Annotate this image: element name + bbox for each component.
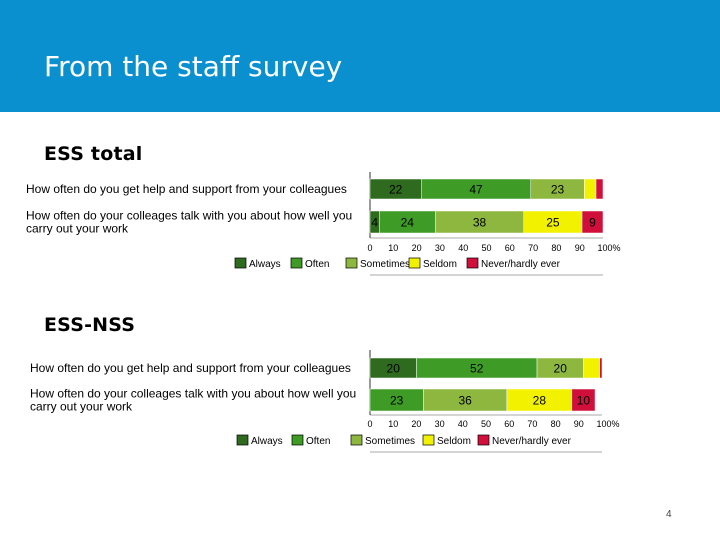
legend-label-never-hardly-ever: Never/hardly ever [492, 436, 572, 447]
x-tick-label: 50 [481, 419, 491, 429]
data-label: 10 [577, 394, 591, 408]
chart-title-ess-total: ESS total [44, 143, 143, 165]
data-label: 28 [533, 394, 547, 408]
x-tick-label: 70 [528, 243, 538, 253]
legend-label-always: Always [249, 259, 281, 270]
x-tick-label: 10 [388, 243, 398, 253]
x-tick-label: 10 [388, 419, 398, 429]
data-label: 23 [390, 394, 404, 408]
legend-label-seldom: Seldom [423, 259, 457, 270]
bar-segment-seldom [583, 357, 600, 379]
legend-swatch-often [291, 434, 304, 446]
legend-swatch-always [236, 434, 249, 446]
x-tick-label: 50 [481, 243, 491, 253]
category-label: How often do you get help and support fr… [30, 361, 351, 375]
category-label: How often do your colleages talk with yo… [26, 209, 352, 223]
legend-swatch-always [234, 257, 247, 269]
bar-segment-never-hardly-ever [595, 178, 604, 200]
data-label: 20 [554, 362, 568, 376]
data-label: 36 [458, 394, 472, 408]
data-label: 20 [387, 362, 401, 376]
data-label: 23 [551, 183, 565, 197]
data-label: 47 [469, 183, 483, 197]
page-number: 4 [666, 509, 672, 520]
data-label: 9 [589, 216, 596, 230]
legend-swatch-seldom [408, 257, 421, 269]
legend-swatch-sometimes [350, 434, 363, 446]
legend-label-often: Often [306, 436, 330, 447]
stacked-bar-chart-ess-total: How often do you get help and support fr… [26, 172, 621, 276]
x-tick-label: 0 [367, 243, 372, 253]
bar-segment-never-hardly-ever [599, 357, 603, 379]
x-tick-label: 60 [504, 419, 514, 429]
legend-swatch-never-hardly-ever [477, 434, 490, 446]
data-label: 4 [371, 216, 378, 230]
data-label: 25 [546, 216, 560, 230]
x-tick-label: 70 [527, 419, 537, 429]
legend-label-seldom: Seldom [437, 436, 471, 447]
chart-ess-nss: How often do you get help and support fr… [0, 348, 720, 488]
legend-swatch-often [290, 257, 303, 269]
chart-ess-total: How often do you get help and support fr… [0, 170, 720, 310]
legend-label-sometimes: Sometimes [360, 259, 410, 270]
bar-segment-never-hardly-ever [571, 388, 596, 412]
legend-label-always: Always [251, 436, 283, 447]
slide-title: From the staff survey [44, 50, 343, 83]
legend-label-never-hardly-ever: Never/hardly ever [481, 259, 561, 270]
x-tick-label: 80 [551, 243, 561, 253]
x-tick-label: 20 [412, 243, 422, 253]
x-tick-label: 100% [596, 419, 619, 429]
x-tick-label: 60 [505, 243, 515, 253]
x-tick-label: 0 [367, 419, 372, 429]
category-label: How often do you get help and support fr… [26, 182, 347, 196]
x-tick-label: 30 [435, 419, 445, 429]
legend-swatch-sometimes [345, 257, 358, 269]
x-tick-label: 90 [575, 243, 585, 253]
title-banner: From the staff survey [0, 0, 720, 112]
category-label: How often do your colleages talk with yo… [30, 387, 356, 401]
chart-title-ess-nss: ESS-NSS [44, 314, 136, 336]
x-tick-label: 40 [458, 419, 468, 429]
category-label: carry out your work [26, 222, 129, 236]
x-tick-label: 80 [551, 419, 561, 429]
bar-segment-never-hardly-ever [581, 210, 604, 234]
data-label: 24 [401, 216, 415, 230]
category-label: carry out your work [30, 400, 133, 414]
bar-segment-seldom [584, 178, 597, 200]
data-label: 22 [389, 183, 403, 197]
x-tick-label: 90 [574, 419, 584, 429]
x-tick-label: 40 [458, 243, 468, 253]
x-tick-label: 30 [435, 243, 445, 253]
x-tick-label: 20 [411, 419, 421, 429]
legend-swatch-never-hardly-ever [466, 257, 479, 269]
legend-label-often: Often [305, 259, 329, 270]
data-label: 52 [470, 362, 484, 376]
x-tick-label: 100% [597, 243, 620, 253]
legend-swatch-seldom [422, 434, 435, 446]
data-label: 38 [473, 216, 487, 230]
stacked-bar-chart-ess-nss: How often do you get help and support fr… [30, 350, 620, 453]
legend-label-sometimes: Sometimes [365, 436, 415, 447]
